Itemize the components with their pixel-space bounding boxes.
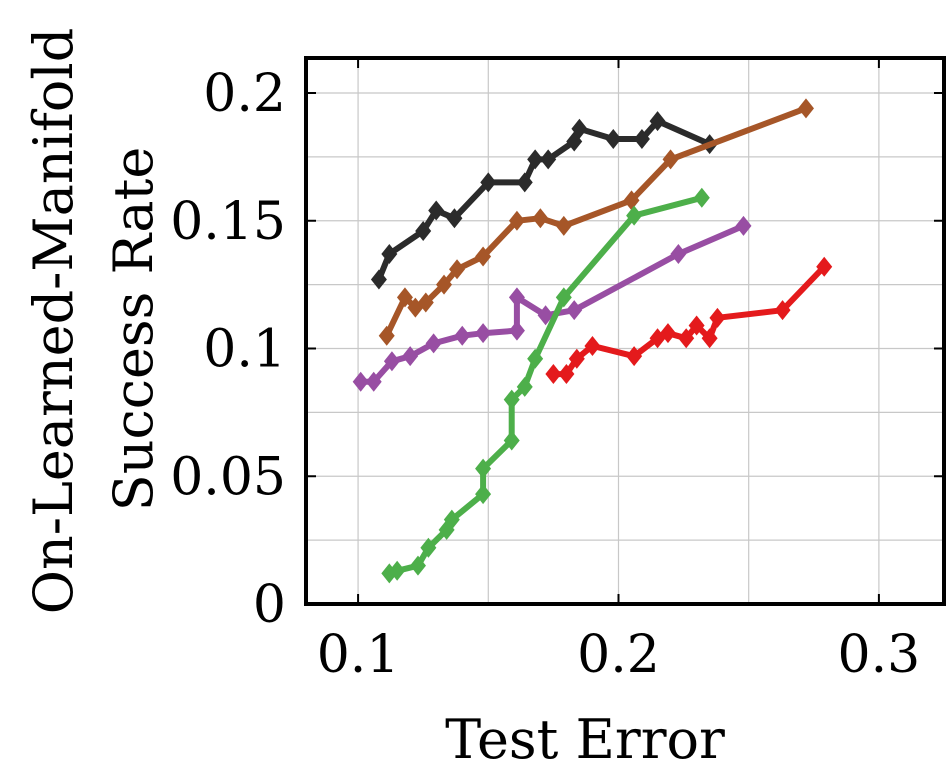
data-point — [475, 246, 492, 267]
data-point — [566, 300, 583, 321]
data-point — [797, 98, 814, 119]
data-point — [446, 208, 463, 229]
data-point — [659, 323, 676, 344]
data-point — [449, 259, 466, 280]
series-2 — [352, 215, 752, 392]
data-point — [420, 537, 437, 558]
data-point — [365, 371, 382, 392]
ticks: 0.1 0.2 0.3 0 0.05 0.1 0.15 0.2 — [170, 58, 944, 685]
series-3 — [381, 187, 710, 584]
y-tick-label: 0 — [253, 575, 286, 635]
data-point — [735, 215, 752, 236]
y-tick-label: 0.05 — [170, 447, 286, 507]
x-axis-label: Test Error — [445, 708, 725, 771]
data-point — [540, 149, 557, 170]
data-point — [409, 555, 426, 576]
data-point — [605, 128, 622, 149]
data-point — [428, 200, 445, 221]
data-point — [633, 128, 650, 149]
series-layer — [352, 98, 833, 584]
data-point — [701, 328, 718, 349]
data-point — [352, 371, 369, 392]
x-tick-label: 0.1 — [317, 625, 400, 685]
data-point — [670, 243, 687, 264]
data-point — [503, 389, 520, 410]
data-point — [396, 287, 413, 308]
data-point — [527, 149, 544, 170]
data-point — [545, 364, 562, 385]
x-tick-label: 0.3 — [838, 625, 921, 685]
data-point — [649, 111, 666, 132]
data-point — [527, 348, 544, 369]
data-point — [555, 287, 572, 308]
data-point — [389, 560, 406, 581]
data-point — [443, 509, 460, 530]
data-point — [378, 325, 395, 346]
data-point — [516, 172, 533, 193]
data-point — [454, 325, 471, 346]
x-tick-label: 0.2 — [577, 625, 660, 685]
y-tick-label: 0.15 — [170, 192, 286, 252]
y-axis-label-line2: Success Rate — [102, 147, 165, 512]
y-axis-label: On-Learned-Manifold Success Rate — [22, 28, 165, 615]
series-0 — [370, 111, 718, 290]
data-point — [662, 149, 679, 170]
y-tick-label: 0.1 — [203, 320, 286, 380]
y-axis-label-line1: On-Learned-Manifold — [22, 28, 85, 615]
data-point — [816, 256, 833, 277]
data-point — [475, 458, 492, 479]
data-point — [417, 292, 434, 313]
data-point — [626, 205, 643, 226]
data-point — [688, 315, 705, 336]
data-point — [508, 210, 525, 231]
data-point — [623, 190, 640, 211]
series-1 — [378, 98, 814, 346]
data-point — [626, 346, 643, 367]
data-point — [383, 351, 400, 372]
data-point — [709, 307, 726, 328]
data-point — [370, 269, 387, 290]
data-point — [774, 300, 791, 321]
data-point — [503, 430, 520, 451]
data-point — [555, 215, 572, 236]
series-4 — [545, 256, 833, 385]
plot-frame — [304, 56, 946, 606]
data-point — [693, 187, 710, 208]
data-point — [568, 348, 585, 369]
data-point — [584, 335, 601, 356]
data-point — [678, 328, 695, 349]
data-point — [516, 376, 533, 397]
data-point — [571, 118, 588, 139]
data-point — [537, 305, 554, 326]
data-point — [558, 364, 575, 385]
data-point — [381, 243, 398, 264]
data-point — [508, 287, 525, 308]
data-point — [532, 208, 549, 229]
data-point — [480, 172, 497, 193]
data-point — [436, 274, 453, 295]
data-point — [475, 323, 492, 344]
data-point — [415, 220, 432, 241]
data-point — [475, 484, 492, 505]
data-point — [508, 320, 525, 341]
data-point — [402, 346, 419, 367]
data-point — [425, 333, 442, 354]
y-tick-label: 0.2 — [203, 64, 286, 124]
